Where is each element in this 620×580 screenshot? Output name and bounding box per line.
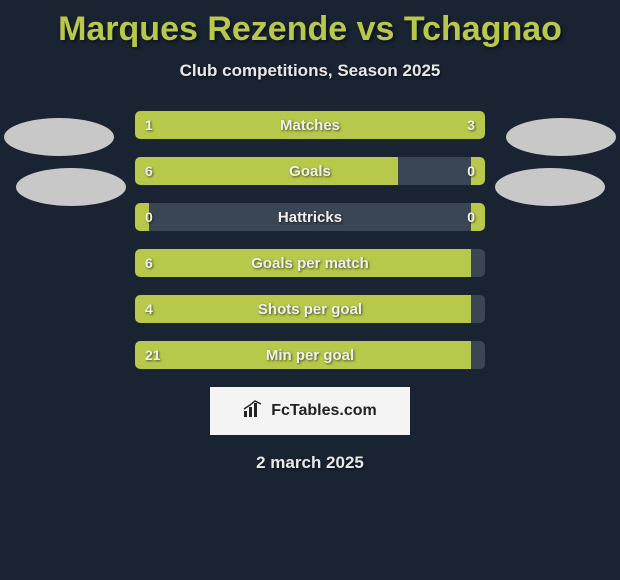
comparison-title: Marques Rezende vs Tchagnao — [0, 0, 620, 49]
stat-row: 4Shots per goal — [135, 295, 485, 323]
stat-row: 21Min per goal — [135, 341, 485, 369]
source-logo: FcTables.com — [210, 387, 410, 435]
stat-row: 60Goals — [135, 157, 485, 185]
stat-label: Min per goal — [135, 341, 485, 369]
stat-row: 00Hattricks — [135, 203, 485, 231]
stat-label: Hattricks — [135, 203, 485, 231]
player-placeholder — [16, 168, 126, 206]
stat-label: Shots per goal — [135, 295, 485, 323]
comparison-subtitle: Club competitions, Season 2025 — [0, 61, 620, 81]
player-placeholder — [506, 118, 616, 156]
stats-area: 13Matches 60Goals 00Hattricks 6Goals per ma… — [135, 111, 485, 369]
chart-icon — [243, 400, 265, 423]
player-placeholder — [4, 118, 114, 156]
logo-text: FcTables.com — [271, 402, 377, 420]
stat-label: Goals per match — [135, 249, 485, 277]
stat-row: 6Goals per match — [135, 249, 485, 277]
stat-label: Goals — [135, 157, 485, 185]
stat-label: Matches — [135, 111, 485, 139]
comparison-date: 2 march 2025 — [0, 453, 620, 473]
stat-row: 13Matches — [135, 111, 485, 139]
player-placeholder — [495, 168, 605, 206]
